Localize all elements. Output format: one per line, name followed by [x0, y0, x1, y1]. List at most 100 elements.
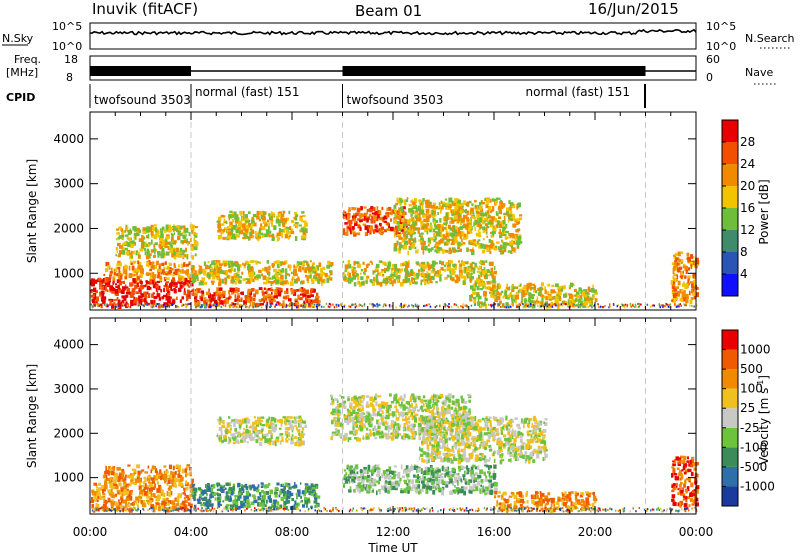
- range-cell: [109, 271, 113, 274]
- range-cell: [609, 305, 611, 308]
- range-cell: [260, 485, 263, 488]
- range-cell: [284, 427, 288, 431]
- range-cell: [235, 262, 239, 266]
- range-cell: [488, 238, 491, 243]
- range-cell: [473, 299, 477, 304]
- range-cell: [273, 225, 277, 230]
- range-cell: [301, 280, 305, 284]
- range-cell: [694, 282, 696, 287]
- range-cell: [302, 306, 304, 309]
- range-cell: [367, 263, 370, 266]
- range-cell: [317, 303, 319, 306]
- range-cell: [403, 261, 406, 265]
- range-cell: [507, 219, 510, 223]
- range-cell: [283, 296, 288, 300]
- range-cell: [264, 233, 268, 238]
- range-cell: [262, 216, 266, 221]
- range-cell: [438, 204, 442, 208]
- range-cell: [408, 239, 412, 245]
- range-cell: [245, 417, 249, 421]
- range-cell: [118, 273, 122, 277]
- power-x-ticks: [89, 112, 697, 310]
- range-cell: [490, 292, 494, 295]
- range-cell: [665, 302, 667, 305]
- range-cell: [282, 280, 286, 284]
- range-cell: [287, 236, 290, 240]
- range-cell: [347, 277, 350, 282]
- range-cell: [301, 261, 305, 267]
- range-cell: [672, 270, 675, 274]
- range-cell: [209, 301, 212, 305]
- range-cell: [440, 200, 443, 204]
- range-cell: [296, 306, 298, 309]
- range-cell: [434, 206, 438, 210]
- range-cell: [399, 199, 404, 203]
- cpid-segment-label: normal (fast) 151: [526, 85, 630, 99]
- range-cell: [399, 224, 404, 229]
- range-cell: [170, 232, 173, 236]
- range-cell: [242, 278, 246, 282]
- range-cell: [245, 281, 250, 284]
- range-cell: [185, 482, 189, 486]
- range-cell: [214, 497, 217, 501]
- range-cell: [235, 217, 239, 220]
- range-cell: [200, 304, 203, 307]
- range-cell: [193, 272, 196, 277]
- range-cell: [140, 289, 142, 295]
- range-cell: [393, 228, 396, 233]
- range-cell: [431, 264, 435, 268]
- range-cell: [122, 302, 124, 305]
- range-cell: [412, 206, 416, 210]
- range-cell: [178, 254, 182, 258]
- range-cell: [260, 302, 264, 306]
- range-cell: [217, 224, 220, 227]
- range-cell: [379, 232, 384, 236]
- range-cell: [297, 436, 301, 442]
- range-cell: [102, 489, 105, 494]
- range-cell: [468, 240, 471, 244]
- range-cell: [371, 212, 375, 215]
- range-cell: [428, 250, 430, 253]
- range-cell: [251, 216, 254, 221]
- range-cell: [236, 271, 239, 275]
- range-cell: [131, 502, 134, 506]
- range-cell: [212, 304, 214, 307]
- range-cell: [188, 280, 190, 284]
- range-cell: [411, 304, 413, 307]
- range-cell: [580, 303, 582, 306]
- range-cell: [586, 295, 590, 300]
- range-cell: [342, 231, 345, 236]
- range-cell: [120, 234, 125, 238]
- range-cell: [305, 261, 309, 266]
- range-cell: [484, 297, 488, 301]
- range-cell: [370, 225, 373, 230]
- range-cell: [160, 254, 164, 259]
- range-cell: [503, 203, 505, 208]
- range-cell: [454, 206, 458, 212]
- range-cell: [414, 237, 417, 240]
- range-cell: [322, 266, 326, 270]
- range-cell: [187, 274, 191, 279]
- range-cell: [215, 303, 218, 306]
- range-cell: [205, 500, 209, 505]
- range-cell: [421, 239, 425, 242]
- range-cell: [345, 213, 348, 219]
- range-cell: [410, 207, 414, 213]
- range-cell: [206, 305, 209, 308]
- range-cell: [216, 220, 220, 223]
- range-cell: [201, 291, 205, 295]
- range-cell: [171, 277, 175, 282]
- range-cell: [225, 504, 230, 507]
- range-cell: [150, 234, 155, 238]
- range-cell: [276, 277, 280, 281]
- range-cell: [598, 306, 600, 309]
- range-cell: [209, 493, 212, 499]
- range-cell: [445, 202, 450, 206]
- range-cell: [143, 305, 145, 308]
- range-cell: [171, 234, 174, 238]
- range-cell: [90, 291, 93, 294]
- range-cell: [356, 273, 359, 277]
- range-cell: [375, 216, 379, 222]
- range-cell: [398, 208, 402, 212]
- range-cell: [94, 279, 98, 284]
